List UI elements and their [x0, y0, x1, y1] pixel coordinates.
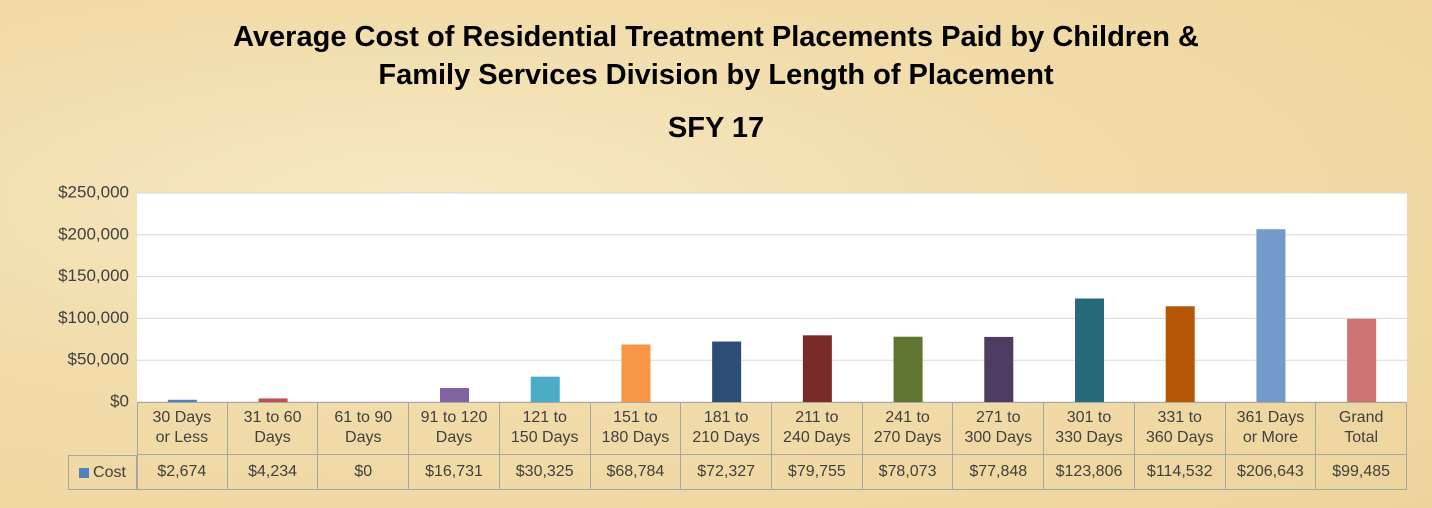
chart-title: Average Cost of Residential Treatment Pl… [233, 21, 1199, 91]
data-table-value: $77,848 [953, 455, 1045, 490]
x-tick-label: 31 to 60 Days [227, 402, 319, 455]
data-table-value: $99,485 [1316, 455, 1407, 490]
x-tick-label: 181 to 210 Days [681, 402, 772, 455]
bar [439, 388, 470, 402]
table-border [137, 402, 138, 490]
x-tick-label: 211 to 240 Days [772, 402, 863, 455]
x-tick-label: 151 to 180 Days [590, 402, 682, 455]
x-tick-label: 121 to 150 Days [499, 402, 591, 455]
y-tick-label: $0 [110, 391, 129, 410]
table-border [137, 402, 1407, 403]
x-tick-label: 331 to 360 Days [1134, 402, 1226, 455]
bar [1347, 318, 1377, 402]
data-table-value: $78,073 [862, 455, 954, 490]
data-table-value: $72,327 [681, 455, 772, 490]
plot-area [137, 193, 1407, 402]
data-table-value: $79,755 [772, 455, 863, 490]
y-tick-label: $100,000 [58, 308, 129, 327]
x-tick-label: 271 to 300 Days [953, 402, 1045, 455]
x-tick-label: 61 to 90 Days [318, 402, 410, 455]
bar [893, 336, 923, 402]
x-tick-label: 91 to 120 Days [409, 402, 500, 455]
legend-cell: Cost [68, 455, 137, 490]
x-tick-label: 241 to 270 Days [862, 402, 954, 455]
y-tick-label: $150,000 [58, 266, 129, 285]
data-table-value: $123,806 [1044, 455, 1135, 490]
data-table-value: $68,784 [590, 455, 682, 490]
data-table-value: $114,532 [1134, 455, 1226, 490]
x-tick-label: 361 Days or More [1225, 402, 1317, 455]
legend-label: Cost [93, 463, 126, 481]
data-table-value: $30,325 [499, 455, 591, 490]
bar [1256, 229, 1286, 402]
x-tick-label: 30 Days or Less [137, 402, 228, 455]
bar [1074, 298, 1105, 402]
data-table-value: $206,643 [1225, 455, 1317, 490]
bar [167, 399, 197, 402]
data-table-value: $2,674 [137, 455, 228, 490]
bar [984, 336, 1014, 402]
data-table-value: $16,731 [409, 455, 500, 490]
chart-subtitle: SFY 17 [667, 112, 765, 144]
y-tick-label: $50,000 [68, 350, 129, 369]
bar [258, 398, 288, 402]
x-tick-label: 301 to 330 Days [1044, 402, 1135, 455]
y-tick-label: $250,000 [58, 182, 129, 201]
x-tick-label: Grand Total [1316, 402, 1407, 455]
bar [712, 341, 742, 402]
data-table-value: $4,234 [227, 455, 319, 490]
bar [530, 376, 560, 402]
bar [802, 335, 832, 402]
bar [1165, 306, 1195, 402]
legend-key [79, 467, 90, 478]
y-tick-label: $200,000 [58, 224, 129, 243]
data-table-value: $0 [318, 455, 410, 490]
bar [621, 344, 651, 402]
